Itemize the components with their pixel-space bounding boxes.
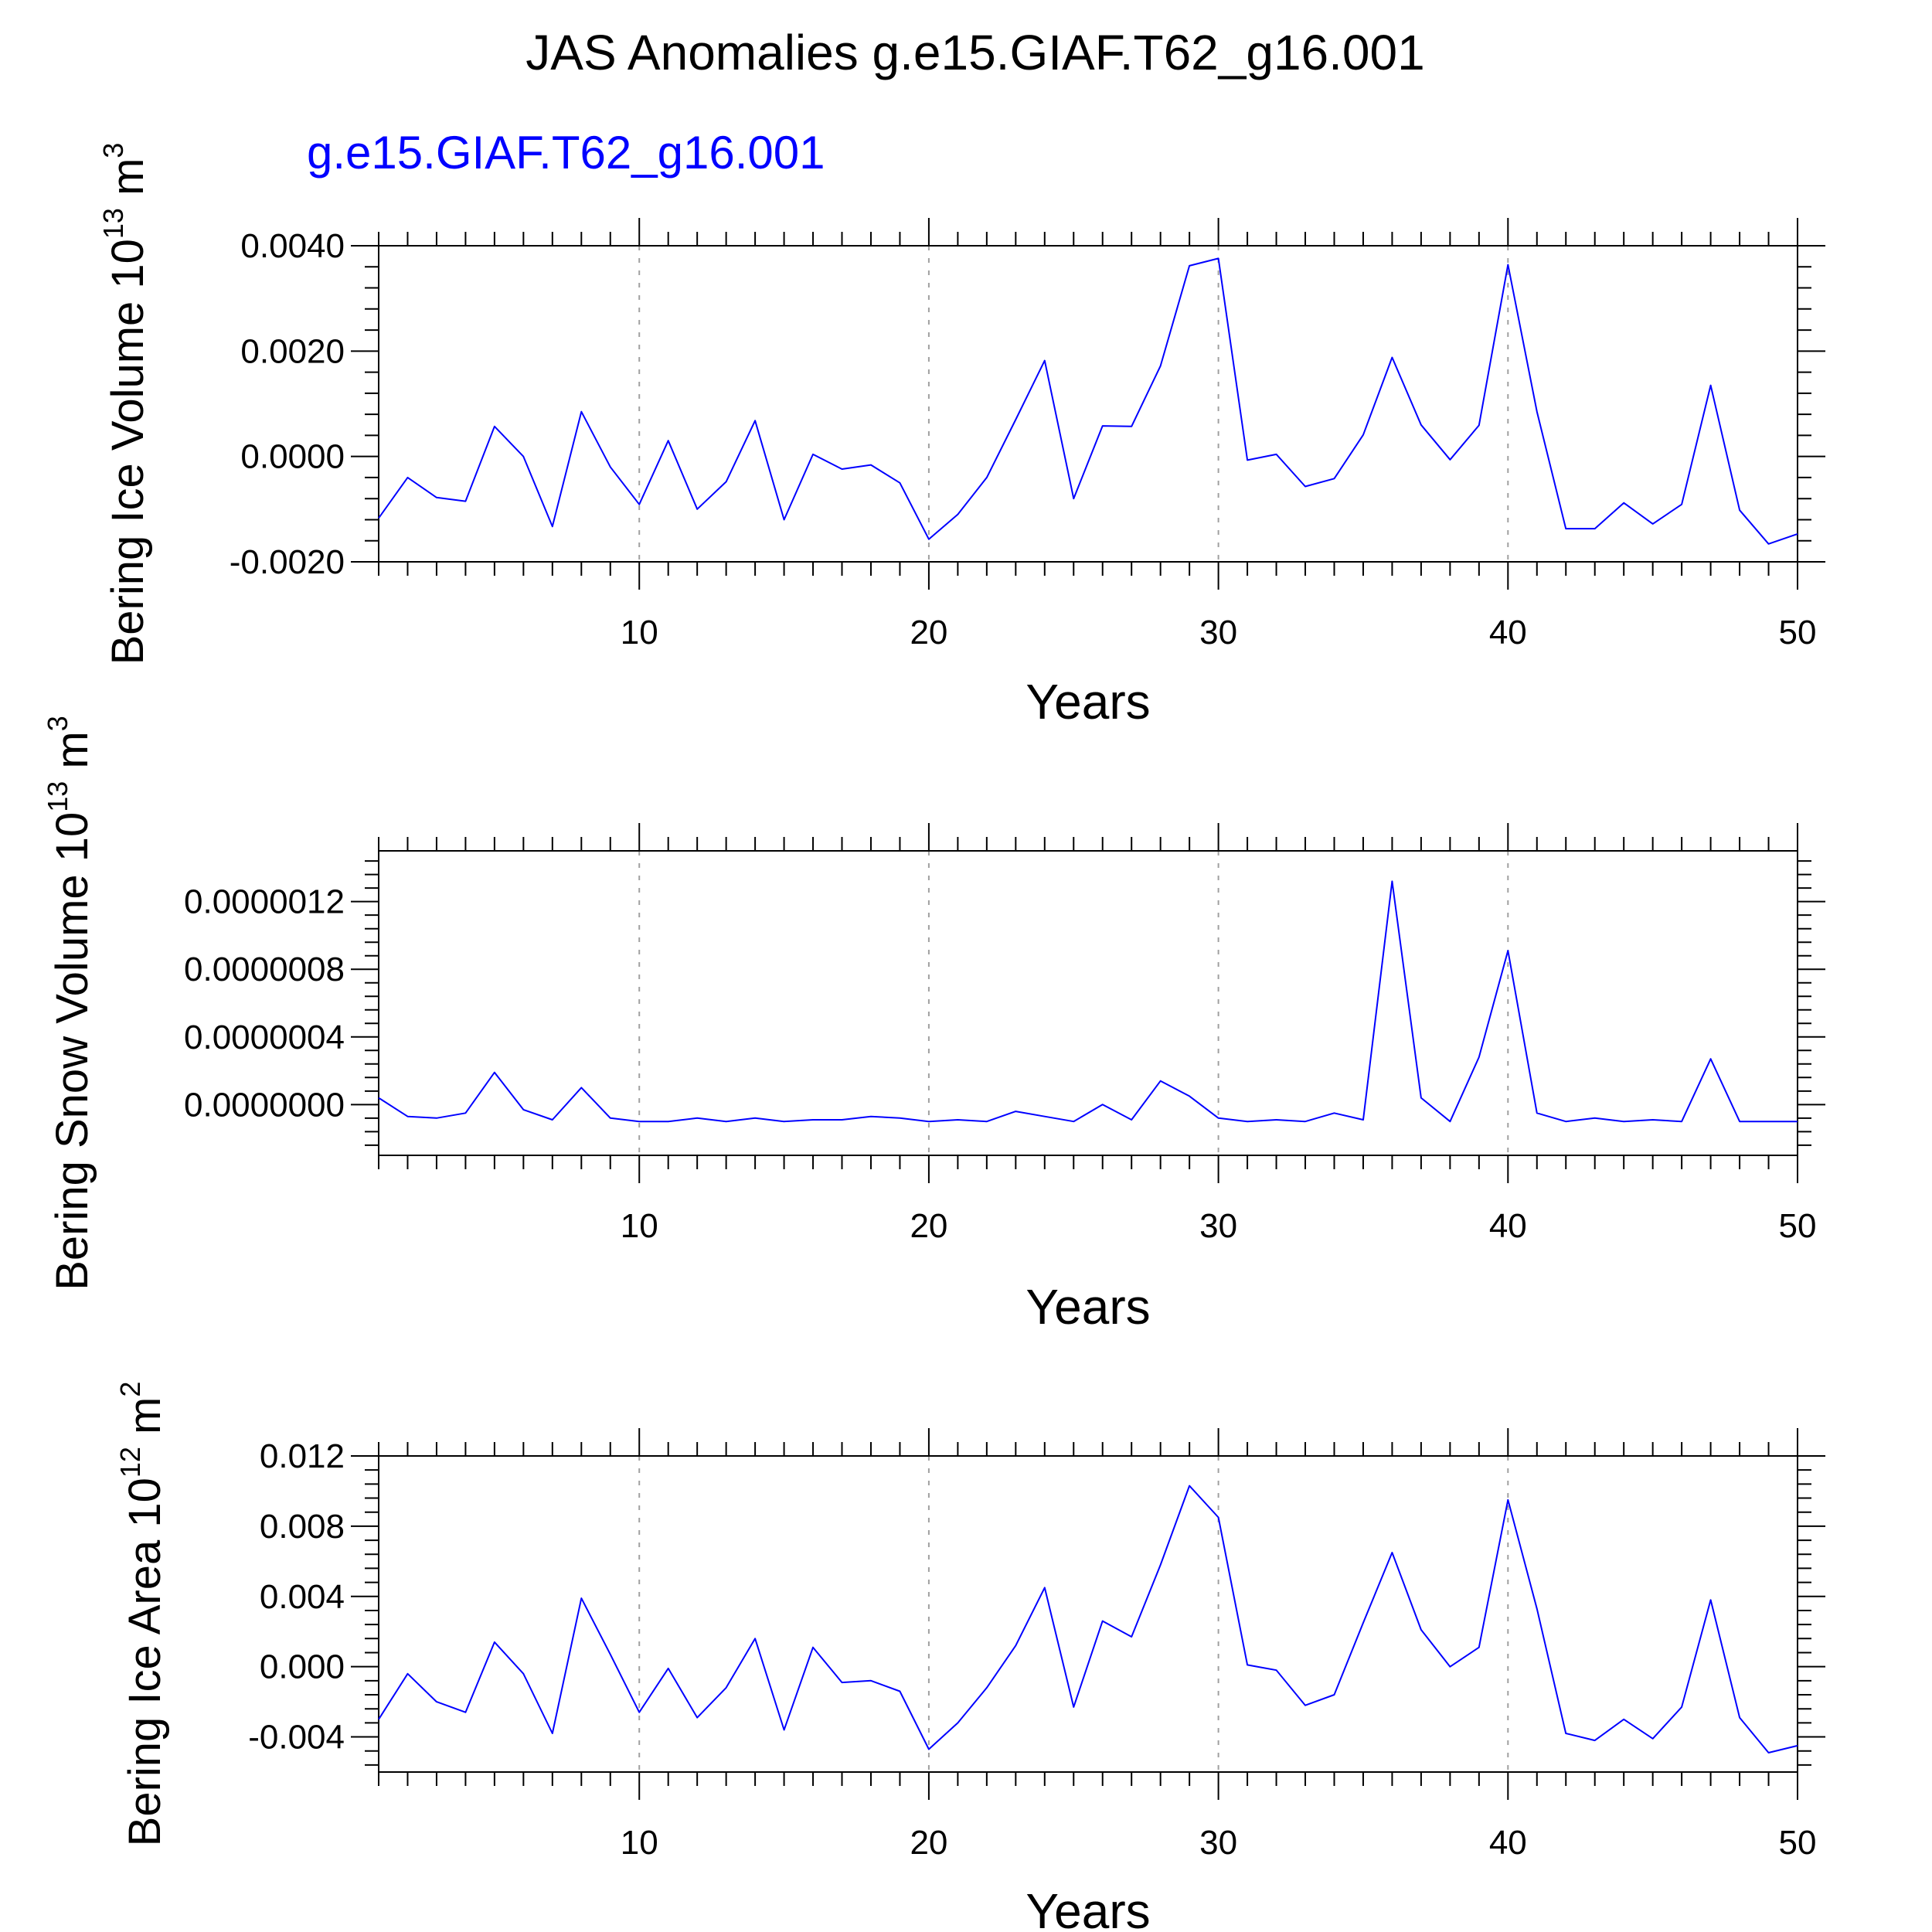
x-tick-label: 30: [1199, 1207, 1237, 1245]
x-tick-label: 50: [1779, 614, 1817, 651]
y-title-unit-exponent: 2: [114, 1382, 146, 1397]
series-line-1: [378, 257, 1798, 545]
y-title-unit: m: [47, 731, 97, 781]
y-title-unit-exponent: 3: [42, 716, 73, 731]
y-title-main: Bering Snow Volume 10: [47, 812, 97, 1291]
legend-label: g.e15.GIAF.T62_g16.001: [307, 127, 825, 179]
x-tick-label: 40: [1489, 1824, 1527, 1862]
y-tick-label: 0.0040: [240, 227, 345, 265]
x-tick-label: 50: [1779, 1824, 1817, 1862]
y-tick-label: -0.0020: [230, 543, 345, 581]
y-tick-label: 0.0000000: [184, 1086, 345, 1124]
y-title-main: Bering Ice Volume 10: [103, 239, 153, 665]
plot-frame: [378, 245, 1798, 563]
x-tick-label: 40: [1489, 614, 1527, 651]
x-tick-label: 40: [1489, 1207, 1527, 1245]
y-title-unit: m: [103, 158, 153, 208]
panel-3: 10 20 30 40 50 -0.004 0.000 0.004 0.008 0.012 Year…: [114, 1382, 1825, 1932]
x-axis-title: Years: [1026, 1883, 1150, 1932]
y-tick-label: 0.004: [260, 1578, 345, 1616]
panel-1: 10 20 30 40 50 -0.0020 0.0000 0.0020 0.0040 Years…: [97, 143, 1825, 730]
y-tick-label: 0.0000012: [184, 883, 345, 921]
y-axis-title: Bering Ice Volume 1013 m3: [97, 143, 153, 665]
y-tick-label: 0.000: [260, 1648, 345, 1686]
x-tick-label: 10: [621, 614, 658, 651]
x-tick-label: 30: [1199, 614, 1237, 651]
panel-2: 10 20 30 40 50 0.0000000 0.0000004 0.0000008 0.0…: [42, 716, 1825, 1335]
y-title-unit-exponent: 3: [97, 143, 129, 158]
x-tick-label: 50: [1779, 1207, 1817, 1245]
x-tick-label: 20: [910, 614, 947, 651]
y-tick-label: 0.0000004: [184, 1019, 345, 1056]
panels: 10 20 30 40 50 -0.0020 0.0000 0.0020 0.0040 Years…: [42, 143, 1825, 1932]
y-tick-label: -0.004: [248, 1719, 345, 1757]
series-line-1: [378, 1485, 1798, 1753]
plot-frame: [378, 850, 1798, 1156]
y-tick-label: 0.012: [260, 1437, 345, 1475]
x-tick-label: 20: [910, 1824, 947, 1862]
y-title-exponent: 13: [97, 208, 129, 239]
y-tick-label: 0.0000008: [184, 951, 345, 988]
x-axis-title: Years: [1026, 1279, 1150, 1335]
y-tick-label: 0.0020: [240, 332, 345, 370]
chart-title: JAS Anomalies g.e15.GIAF.T62_g16.001: [526, 25, 1424, 80]
y-axis-title: Bering Snow Volume 1013 m3: [42, 716, 97, 1291]
plot-frame: [378, 1455, 1798, 1773]
series-line-1: [378, 880, 1798, 1123]
y-title-exponent: 13: [42, 781, 73, 812]
x-tick-label: 10: [621, 1824, 658, 1862]
y-title-exponent: 12: [114, 1447, 146, 1478]
y-title-unit: m: [120, 1397, 170, 1447]
y-axis-title: Bering Ice Area 1012 m2: [114, 1382, 170, 1847]
x-tick-label: 20: [910, 1207, 947, 1245]
x-tick-label: 30: [1199, 1824, 1237, 1862]
y-title-main: Bering Ice Area 10: [120, 1478, 170, 1846]
x-tick-label: 10: [621, 1207, 658, 1245]
y-tick-label: 0.008: [260, 1508, 345, 1546]
x-axis-title: Years: [1026, 674, 1150, 730]
y-tick-label: 0.0000: [240, 438, 345, 476]
